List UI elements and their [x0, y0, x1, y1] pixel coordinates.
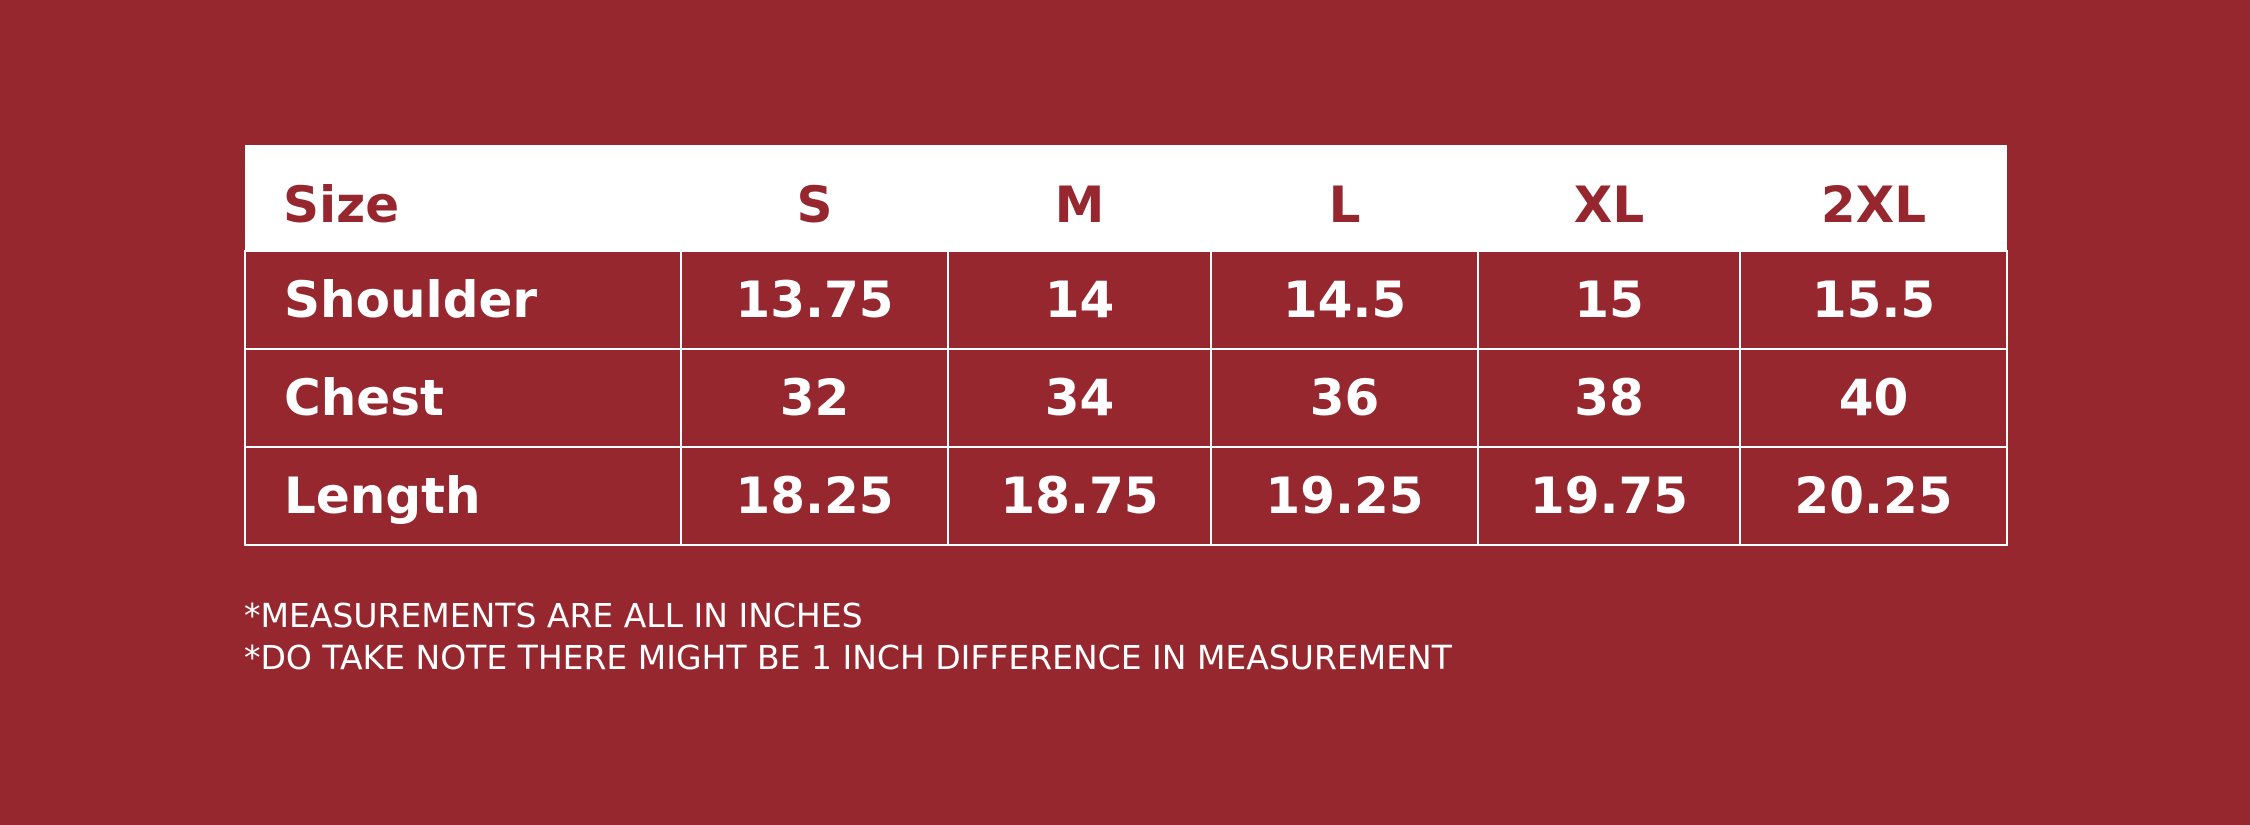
cell: 36: [1210, 348, 1479, 448]
table-row: Chest 32 34 36 38 40: [244, 348, 2008, 448]
cell: 32: [680, 348, 949, 448]
cell: 18.25: [680, 446, 949, 546]
cell: 19.75: [1477, 446, 1741, 546]
cell: 19.25: [1210, 446, 1479, 546]
cell: 14: [947, 250, 1212, 350]
cell: 13.75: [680, 250, 949, 350]
cell: 40: [1739, 348, 2008, 448]
row-label: Shoulder: [244, 250, 682, 350]
header-cell: 2XL: [1740, 145, 2007, 251]
row-label: Length: [244, 446, 682, 546]
cell: 14.5: [1210, 250, 1479, 350]
cell: 18.75: [947, 446, 1212, 546]
note: *DO TAKE NOTE THERE MIGHT BE 1 INCH DIFF…: [244, 638, 1452, 677]
table-body: Shoulder 13.75 14 14.5 15 15.5 Chest 32 34 36 38 40…: [244, 250, 2008, 546]
size-table: Size S M L XL 2XL Shoulder 13.75 14 14.5 15 15.5 Ch…: [244, 145, 2008, 546]
cell: 20.25: [1739, 446, 2008, 546]
cell: 34: [947, 348, 1212, 448]
header-cell: L: [1211, 145, 1478, 251]
table-row: Shoulder 13.75 14 14.5 15 15.5: [244, 250, 2008, 350]
header-cell: M: [948, 145, 1211, 251]
table-row: Length 18.25 18.75 19.25 19.75 20.25: [244, 446, 2008, 546]
cell: 15: [1477, 250, 1741, 350]
cell: 15.5: [1739, 250, 2008, 350]
note: *MEASUREMENTS ARE ALL IN INCHES: [244, 596, 863, 635]
header-cell: XL: [1478, 145, 1740, 251]
header-row: Size S M L XL 2XL: [245, 145, 2007, 251]
header-cell: S: [681, 145, 948, 251]
cell: 38: [1477, 348, 1741, 448]
notes: *MEASUREMENTS ARE ALL IN INCHES *DO TAKE …: [244, 595, 1452, 679]
header-cell: Size: [245, 145, 681, 251]
row-label: Chest: [244, 348, 682, 448]
